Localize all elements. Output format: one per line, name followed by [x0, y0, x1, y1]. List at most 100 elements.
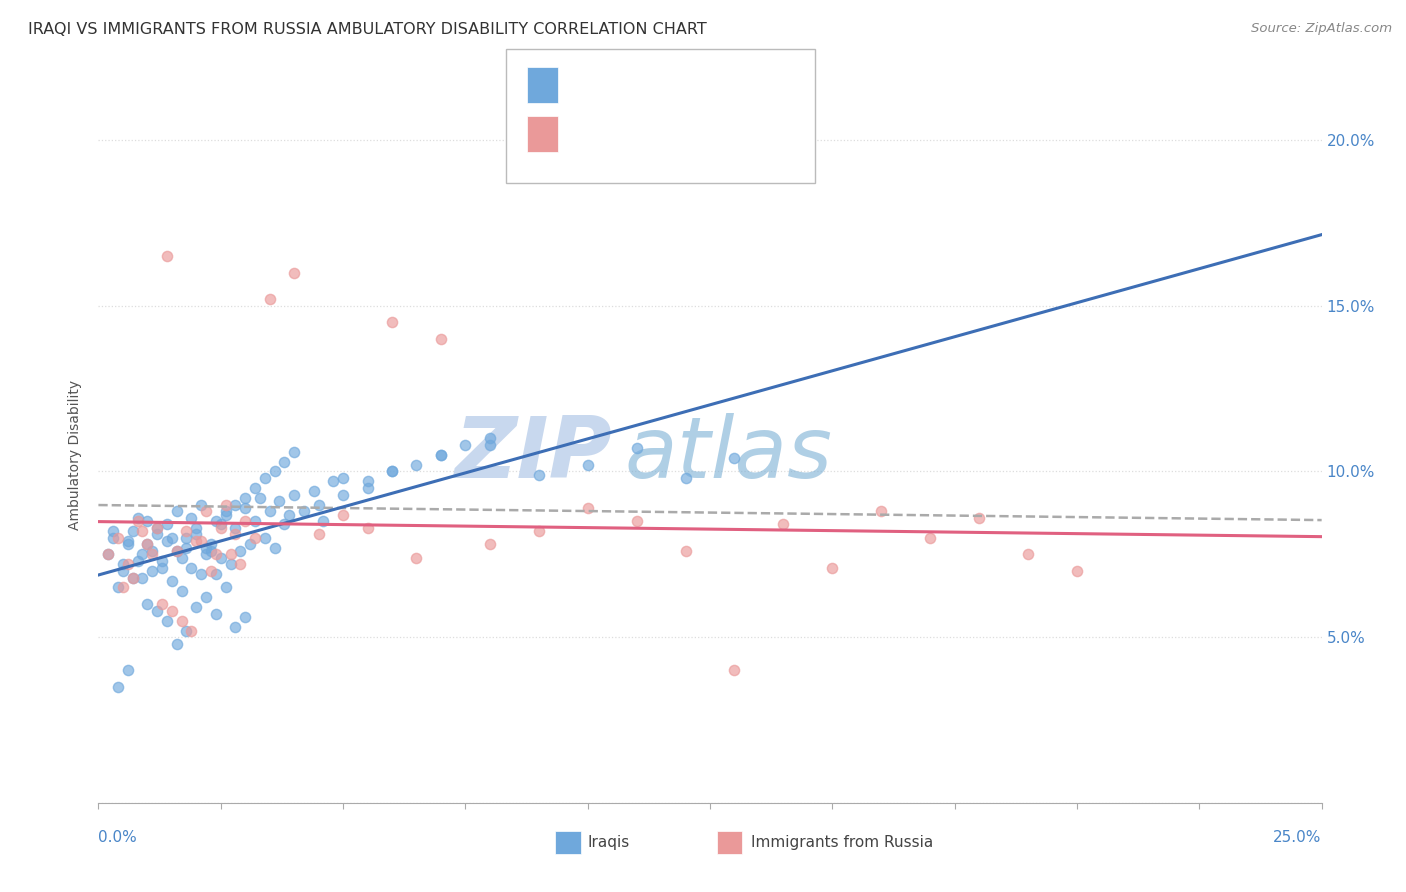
- Point: [243, 514, 266, 528]
- Text: 50: 50: [707, 128, 734, 143]
- Point: [150, 554, 173, 568]
- Point: [478, 431, 501, 445]
- Point: [200, 564, 222, 578]
- Point: [121, 524, 143, 538]
- Text: IRAQI VS IMMIGRANTS FROM RUSSIA AMBULATORY DISABILITY CORRELATION CHART: IRAQI VS IMMIGRANTS FROM RUSSIA AMBULATO…: [28, 22, 707, 37]
- Point: [160, 574, 183, 588]
- Point: [107, 581, 129, 595]
- Point: [186, 534, 208, 549]
- Text: atlas: atlas: [624, 413, 832, 497]
- Point: [111, 558, 134, 572]
- Point: [127, 514, 149, 528]
- Point: [170, 583, 193, 598]
- Point: [576, 500, 599, 515]
- Point: [405, 458, 427, 472]
- Text: Iraqis: Iraqis: [588, 835, 630, 849]
- Point: [219, 558, 242, 572]
- Point: [127, 554, 149, 568]
- Point: [322, 475, 344, 489]
- Point: [156, 249, 179, 263]
- Point: [195, 547, 218, 561]
- Point: [312, 514, 335, 528]
- Point: [576, 458, 599, 472]
- Point: [214, 581, 236, 595]
- Point: [243, 481, 266, 495]
- Point: [180, 511, 202, 525]
- Point: [170, 550, 193, 565]
- Text: 0.244: 0.244: [609, 79, 657, 94]
- Point: [356, 475, 378, 489]
- Point: [478, 537, 501, 551]
- Point: [269, 494, 291, 508]
- Point: [224, 521, 246, 535]
- Point: [186, 600, 208, 615]
- Point: [166, 544, 188, 558]
- Point: [136, 537, 159, 551]
- Point: [283, 266, 305, 280]
- Text: ZIP: ZIP: [454, 413, 612, 497]
- Point: [870, 504, 893, 518]
- Point: [146, 521, 169, 535]
- Point: [723, 663, 745, 677]
- Point: [117, 663, 139, 677]
- Point: [136, 514, 159, 528]
- Point: [381, 465, 404, 479]
- Point: [527, 467, 550, 482]
- Point: [478, 438, 501, 452]
- Point: [150, 560, 173, 574]
- Point: [772, 517, 794, 532]
- Point: [111, 564, 134, 578]
- Point: [195, 591, 218, 605]
- Point: [127, 511, 149, 525]
- Point: [292, 504, 315, 518]
- Point: [156, 517, 179, 532]
- Point: [454, 438, 477, 452]
- Point: [131, 547, 153, 561]
- Point: [195, 504, 218, 518]
- Point: [249, 491, 271, 505]
- Point: [156, 614, 179, 628]
- Point: [527, 524, 550, 538]
- Point: [273, 454, 295, 468]
- Point: [332, 488, 354, 502]
- Point: [146, 527, 169, 541]
- Text: 25.0%: 25.0%: [1274, 830, 1322, 845]
- Point: [308, 498, 330, 512]
- Point: [186, 521, 208, 535]
- Point: [229, 544, 252, 558]
- Point: [430, 448, 453, 462]
- Point: [150, 597, 173, 611]
- Point: [214, 504, 236, 518]
- Text: R =: R =: [567, 128, 600, 143]
- Point: [101, 531, 124, 545]
- Point: [209, 517, 232, 532]
- Point: [141, 544, 163, 558]
- Point: [209, 521, 232, 535]
- Point: [332, 508, 354, 522]
- Text: 0.052: 0.052: [609, 128, 657, 143]
- Point: [283, 488, 305, 502]
- Point: [176, 541, 198, 555]
- Point: [180, 624, 202, 638]
- Point: [117, 537, 139, 551]
- Point: [356, 521, 378, 535]
- Point: [107, 531, 129, 545]
- Point: [205, 567, 228, 582]
- Point: [967, 511, 990, 525]
- Point: [259, 504, 281, 518]
- Point: [626, 514, 648, 528]
- Point: [190, 498, 212, 512]
- Text: Immigrants from Russia: Immigrants from Russia: [751, 835, 934, 849]
- Y-axis label: Ambulatory Disability: Ambulatory Disability: [69, 380, 83, 530]
- Point: [146, 521, 169, 535]
- Point: [205, 547, 228, 561]
- Point: [675, 471, 697, 485]
- Point: [430, 332, 453, 346]
- Point: [224, 498, 246, 512]
- Point: [131, 570, 153, 584]
- Point: [166, 637, 188, 651]
- Point: [209, 550, 232, 565]
- Point: [233, 500, 256, 515]
- Point: [121, 570, 143, 584]
- Point: [626, 442, 648, 456]
